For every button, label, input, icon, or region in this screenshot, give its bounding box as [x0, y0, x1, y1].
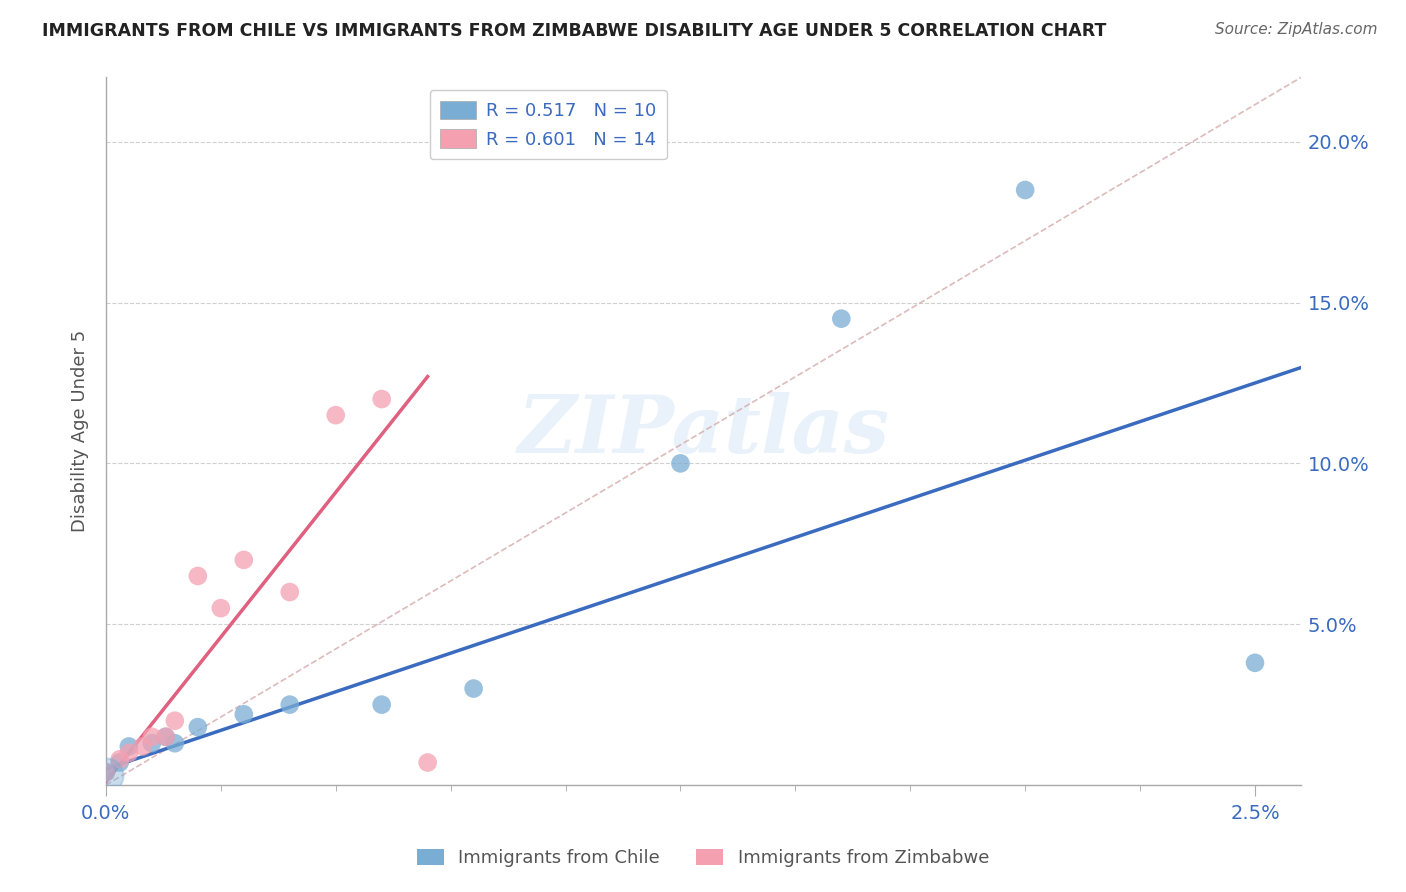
Text: IMMIGRANTS FROM CHILE VS IMMIGRANTS FROM ZIMBABWE DISABILITY AGE UNDER 5 CORRELA: IMMIGRANTS FROM CHILE VS IMMIGRANTS FROM…: [42, 22, 1107, 40]
Legend: Immigrants from Chile, Immigrants from Zimbabwe: Immigrants from Chile, Immigrants from Z…: [409, 841, 997, 874]
Text: ZIPatlas: ZIPatlas: [517, 392, 890, 470]
Point: [278, 585, 301, 599]
Point: [209, 601, 232, 615]
Point: [187, 569, 209, 583]
Point: [94, 765, 117, 780]
Y-axis label: Disability Age Under 5: Disability Age Under 5: [72, 330, 89, 533]
Point: [141, 736, 163, 750]
Text: Source: ZipAtlas.com: Source: ZipAtlas.com: [1215, 22, 1378, 37]
Point: [370, 698, 392, 712]
Point: [232, 553, 254, 567]
Point: [232, 707, 254, 722]
Point: [463, 681, 485, 696]
Point: [163, 736, 186, 750]
Point: [155, 730, 177, 744]
Point: [131, 739, 153, 754]
Point: [1244, 656, 1267, 670]
Point: [108, 752, 131, 766]
Point: [278, 698, 301, 712]
Point: [669, 457, 692, 471]
Legend: R = 0.517   N = 10, R = 0.601   N = 14: R = 0.517 N = 10, R = 0.601 N = 14: [430, 90, 666, 160]
Point: [118, 739, 141, 754]
Point: [94, 768, 117, 782]
Point: [370, 392, 392, 406]
Point: [141, 730, 163, 744]
Point: [118, 746, 141, 760]
Point: [325, 408, 347, 422]
Point: [187, 720, 209, 734]
Point: [94, 765, 117, 780]
Point: [416, 756, 439, 770]
Point: [155, 730, 177, 744]
Point: [1014, 183, 1036, 197]
Point: [163, 714, 186, 728]
Point: [830, 311, 852, 326]
Point: [108, 756, 131, 770]
